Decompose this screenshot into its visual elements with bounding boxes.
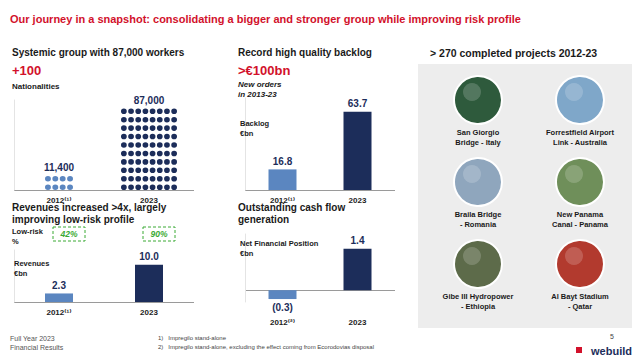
svg-text:2) Impregilo stand-alone, ex: 2) Impregilo stand-alone, excluding the …	[158, 344, 374, 350]
svg-text:2012⁽¹⁾: 2012⁽¹⁾	[46, 308, 71, 317]
svg-text:€bn: €bn	[240, 129, 254, 138]
svg-text:Our journey in a snapshot: con: Our journey in a snapshot: consolidating…	[10, 13, 521, 25]
svg-text:Financial Results: Financial Results	[10, 344, 64, 351]
svg-text:Nationalities: Nationalities	[12, 82, 60, 91]
svg-text:€bn: €bn	[14, 269, 28, 278]
svg-text:Forrestfield Airport: Forrestfield Airport	[546, 128, 615, 137]
svg-text:Outstanding cash flow: Outstanding cash flow	[238, 202, 345, 213]
svg-text:Bridge - Italy: Bridge - Italy	[455, 138, 501, 147]
svg-text:Net Financial Position: Net Financial Position	[240, 239, 319, 248]
svg-text:webuild: webuild	[590, 345, 632, 357]
svg-text:42%: 42%	[59, 229, 77, 239]
svg-text:improving low-risk profile: improving low-risk profile	[12, 214, 135, 225]
svg-text:Record high quality backlog: Record high quality backlog	[238, 47, 372, 58]
svg-text:2023: 2023	[349, 196, 367, 205]
svg-text:> 270 completed projects 2012-: > 270 completed projects 2012-23	[430, 47, 597, 59]
svg-text:Canal - Panama: Canal - Panama	[552, 220, 609, 229]
svg-text:Revenues: Revenues	[14, 259, 49, 268]
svg-text:generation: generation	[238, 214, 289, 225]
svg-text:1.4: 1.4	[351, 235, 365, 246]
svg-text:€bn: €bn	[240, 249, 254, 258]
svg-text:in 2013-23: in 2013-23	[238, 90, 277, 99]
svg-text:Revenues increased >4x, largel: Revenues increased >4x, largely	[12, 202, 167, 213]
svg-text:5: 5	[610, 333, 614, 340]
svg-text:11,400: 11,400	[44, 162, 74, 173]
svg-text:63.7: 63.7	[348, 98, 368, 109]
svg-text:87,000: 87,000	[134, 95, 165, 106]
svg-text:New orders: New orders	[238, 80, 282, 89]
svg-text:- Qatar: - Qatar	[568, 302, 592, 311]
svg-text:Braila Bridge: Braila Bridge	[455, 210, 502, 219]
svg-text:(0.3): (0.3)	[272, 302, 293, 313]
svg-text:2.3: 2.3	[52, 280, 66, 291]
svg-text:2012⁽¹⁾: 2012⁽¹⁾	[46, 195, 72, 205]
svg-text:Full Year 2023: Full Year 2023	[10, 335, 55, 342]
svg-text:10.0: 10.0	[139, 251, 159, 262]
svg-text:San Giorgio: San Giorgio	[457, 128, 500, 137]
svg-text:90%: 90%	[150, 229, 167, 239]
svg-text:Link - Australia: Link - Australia	[553, 138, 608, 147]
svg-text:Al Bayt Stadium: Al Bayt Stadium	[551, 292, 609, 301]
svg-text:>€100bn: >€100bn	[238, 63, 290, 78]
svg-text:16.8: 16.8	[273, 156, 293, 167]
svg-text:Backlog: Backlog	[240, 119, 270, 128]
svg-text:- Romania: - Romania	[460, 220, 497, 229]
svg-text:1) Impregilo stand-alone: 1) Impregilo stand-alone	[158, 335, 227, 341]
svg-text:New Panama: New Panama	[557, 210, 604, 219]
svg-text:- Ethiopia: - Ethiopia	[461, 302, 496, 311]
svg-text:2023: 2023	[349, 318, 367, 327]
svg-text:Low-risk: Low-risk	[12, 227, 44, 236]
svg-text:+100: +100	[12, 63, 41, 78]
svg-text:2023: 2023	[140, 195, 158, 205]
svg-text:%: %	[12, 237, 19, 246]
svg-text:2012⁽¹⁾: 2012⁽¹⁾	[270, 195, 295, 205]
svg-text:2023: 2023	[140, 308, 158, 317]
svg-text:Gibe III Hydropower: Gibe III Hydropower	[443, 292, 514, 301]
svg-text:Systemic group with 87,000 wor: Systemic group with 87,000 workers	[12, 47, 185, 58]
svg-text:2012⁽²⁾: 2012⁽²⁾	[270, 318, 295, 327]
